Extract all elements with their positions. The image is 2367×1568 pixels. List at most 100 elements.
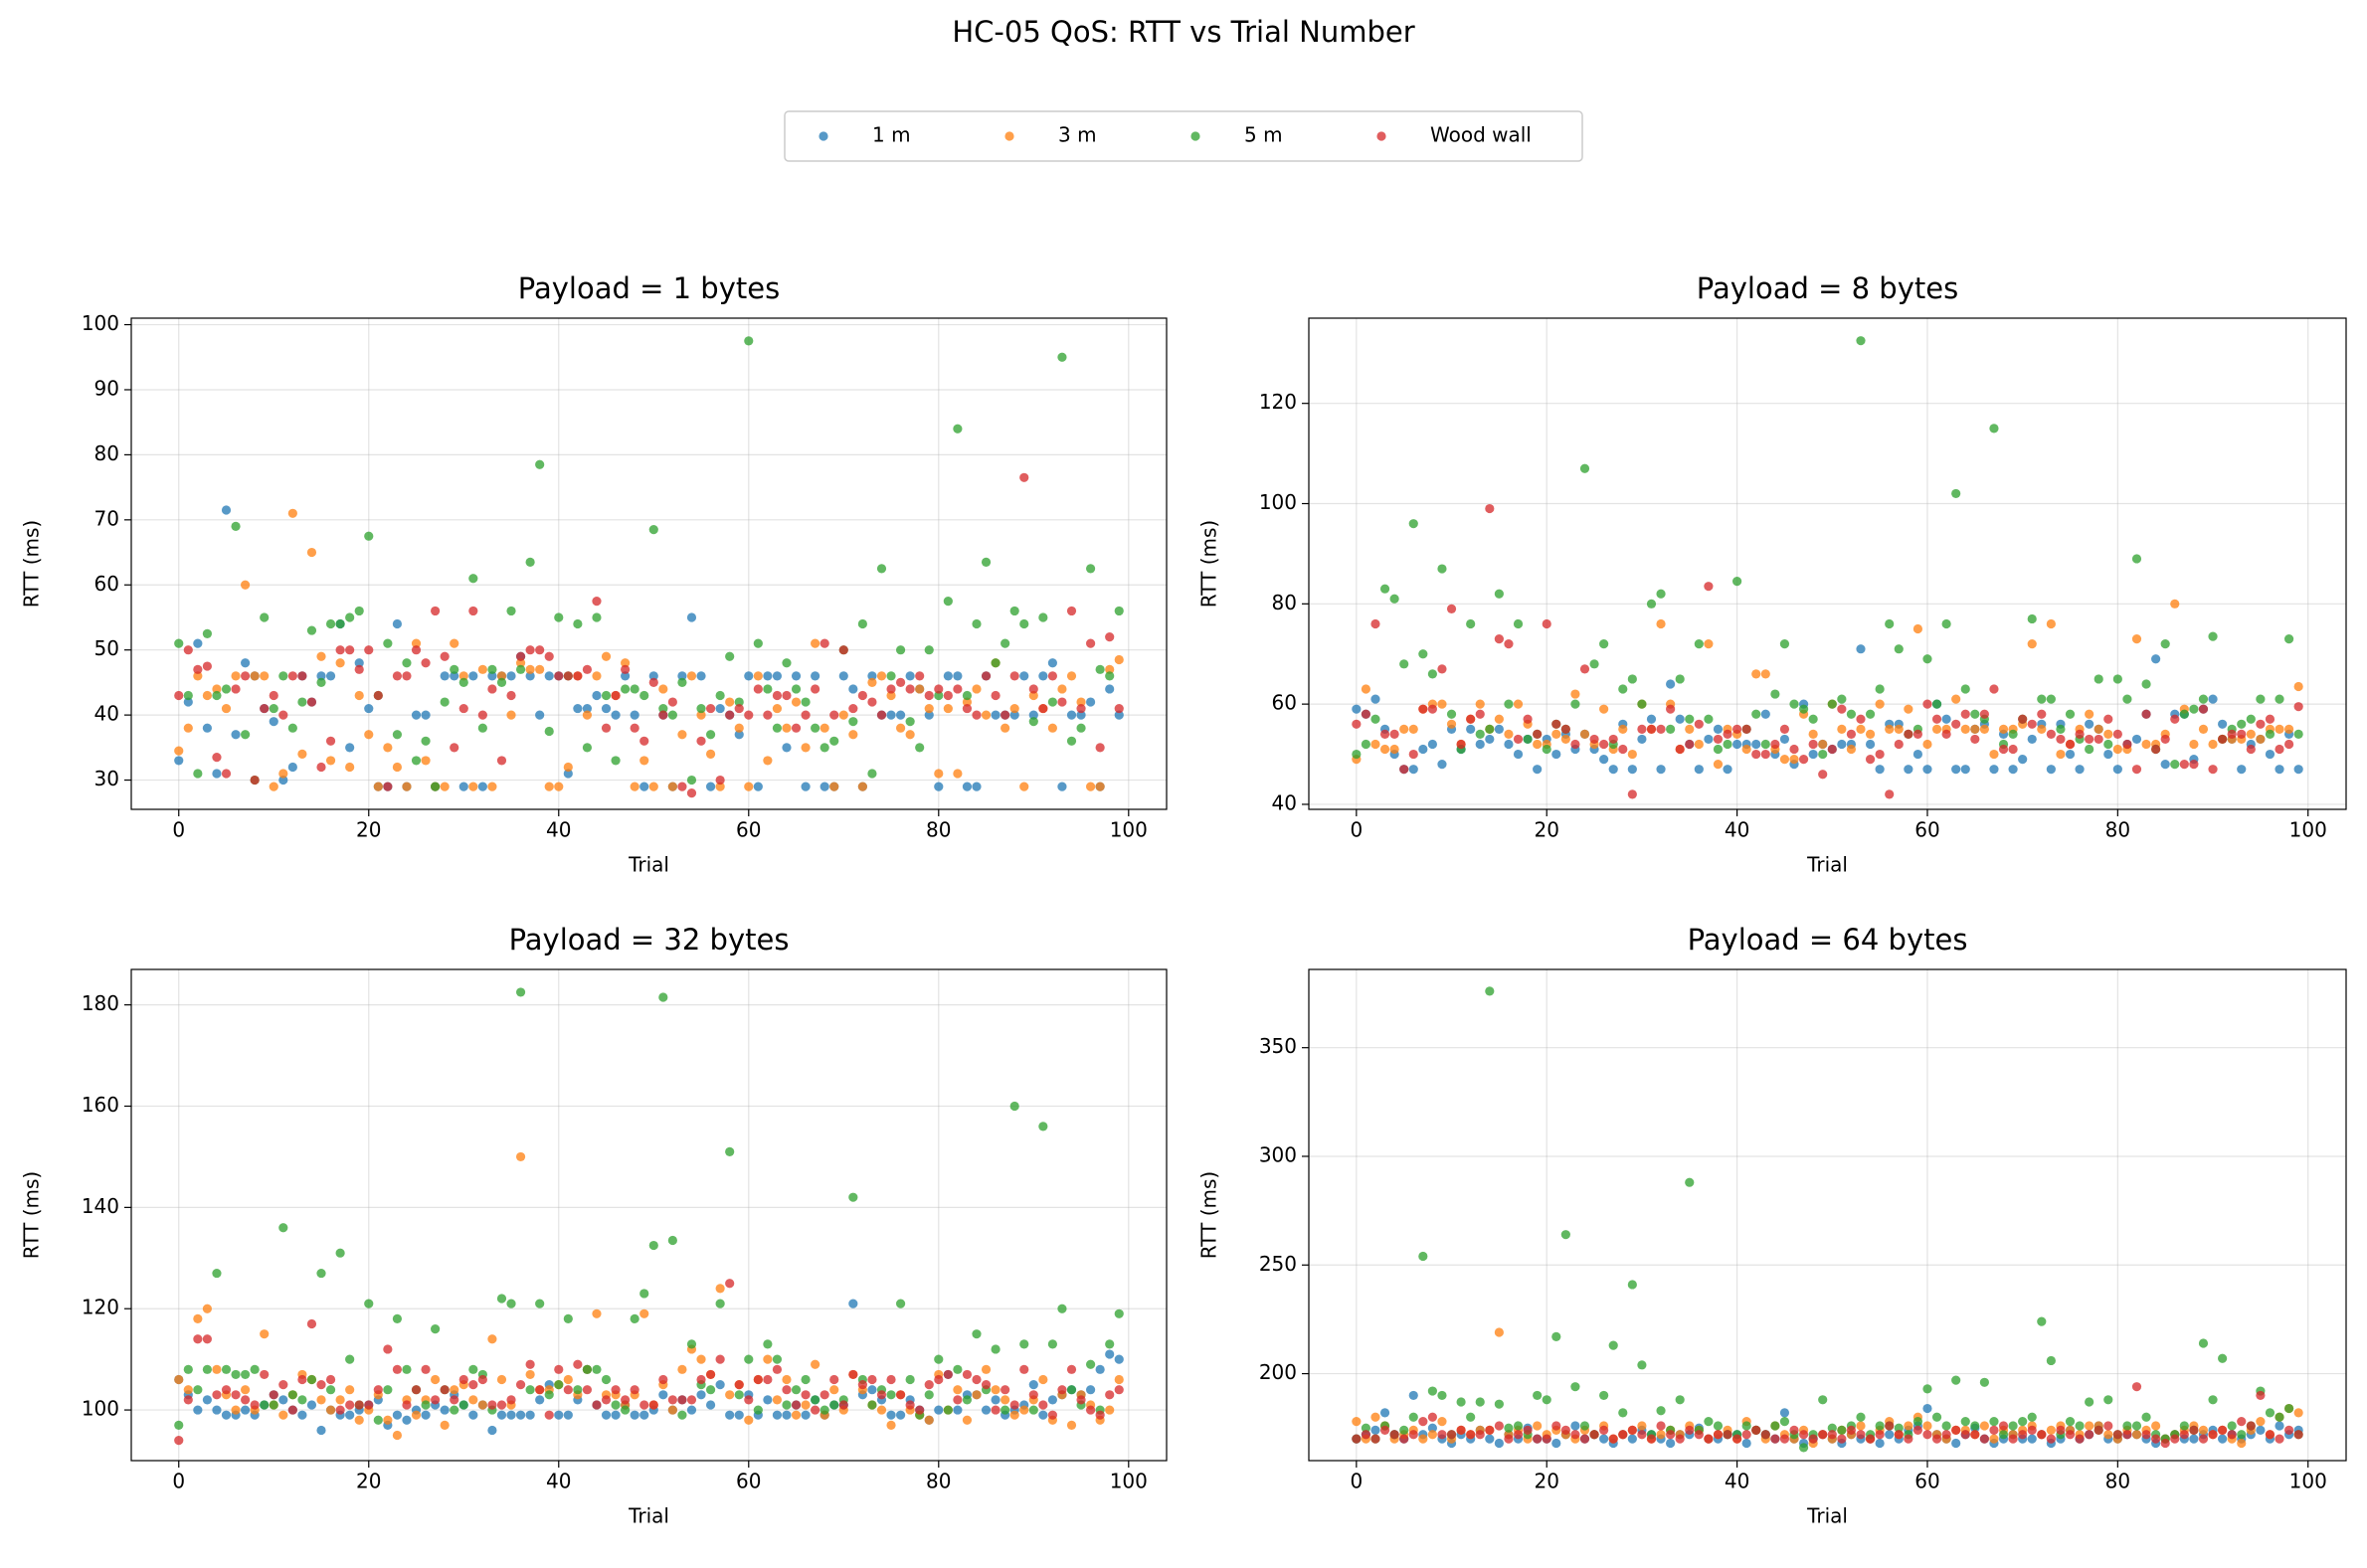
legend-box (784, 110, 1583, 162)
point (1085, 1405, 1096, 1415)
point (725, 710, 735, 720)
point (1466, 1430, 1476, 1440)
point (2018, 1430, 2028, 1440)
point (734, 730, 744, 740)
point (496, 1374, 507, 1385)
point (1399, 659, 1409, 669)
point (2065, 749, 2076, 760)
point (1865, 739, 1876, 750)
point (924, 710, 934, 720)
point (2085, 1397, 2094, 1407)
point (2037, 1316, 2047, 1326)
point (905, 717, 915, 727)
point (183, 645, 193, 655)
point (1713, 1421, 1724, 1431)
point (895, 1410, 906, 1420)
point (1760, 749, 1770, 760)
point (1865, 1434, 1876, 1444)
point (1646, 1434, 1657, 1444)
point (848, 730, 858, 740)
point (458, 782, 468, 791)
point (1808, 1434, 1818, 1444)
point (648, 1400, 658, 1410)
point (269, 782, 278, 791)
point (1779, 1417, 1790, 1427)
point (260, 612, 270, 622)
point (715, 782, 725, 791)
point (991, 690, 1001, 701)
point (811, 684, 820, 694)
point (231, 671, 241, 681)
point (241, 730, 251, 740)
point (2122, 739, 2132, 750)
point (1666, 679, 1676, 689)
point (402, 658, 412, 668)
point (2046, 1425, 2056, 1435)
point (1427, 1412, 1437, 1422)
point (477, 1400, 487, 1410)
x-tick-label: 20 (1534, 1470, 1558, 1493)
point (630, 1313, 639, 1324)
point (392, 1410, 403, 1420)
point (1970, 709, 1980, 719)
point (1798, 1443, 1809, 1453)
point (212, 769, 222, 779)
point (1694, 739, 1704, 750)
point (335, 1395, 345, 1405)
point (667, 1395, 677, 1405)
point (325, 1374, 336, 1385)
point (1637, 1421, 1647, 1431)
point (306, 1374, 317, 1385)
point (1352, 749, 1362, 760)
point (325, 618, 336, 629)
point (1627, 789, 1637, 799)
point (477, 1374, 487, 1385)
point (1114, 606, 1124, 616)
point (2056, 1425, 2066, 1435)
point (411, 1385, 422, 1395)
point (753, 1374, 763, 1385)
point (544, 671, 554, 681)
point (468, 606, 478, 616)
point (335, 645, 345, 655)
point (487, 671, 497, 681)
point (183, 1364, 193, 1374)
point (1551, 1421, 1561, 1431)
point (411, 1410, 422, 1420)
point (1009, 671, 1019, 681)
point (1427, 1430, 1437, 1440)
point (2112, 674, 2122, 684)
point (1408, 1412, 1418, 1422)
point (667, 782, 677, 791)
point (1352, 719, 1362, 729)
point (1922, 699, 1932, 709)
point (1408, 519, 1418, 529)
point (934, 684, 944, 694)
point (725, 1410, 735, 1420)
point (1998, 744, 2009, 755)
point (1989, 1417, 1999, 1427)
point (525, 1410, 535, 1420)
point (2237, 729, 2247, 739)
point (544, 1390, 554, 1400)
point (383, 743, 393, 753)
point (2151, 1434, 2161, 1444)
point (1951, 719, 1961, 729)
point (1370, 739, 1380, 750)
point (544, 782, 554, 791)
point (306, 697, 317, 707)
point (1427, 739, 1437, 750)
point (1931, 714, 1942, 724)
point (838, 1400, 848, 1410)
point (1570, 689, 1580, 699)
point (354, 1415, 364, 1425)
point (364, 703, 374, 714)
point (857, 1380, 867, 1390)
point (354, 606, 364, 616)
point (2179, 709, 2189, 719)
point (1085, 1385, 1096, 1395)
point (183, 697, 193, 707)
point (297, 671, 307, 681)
point (269, 717, 278, 727)
point (2085, 744, 2094, 755)
